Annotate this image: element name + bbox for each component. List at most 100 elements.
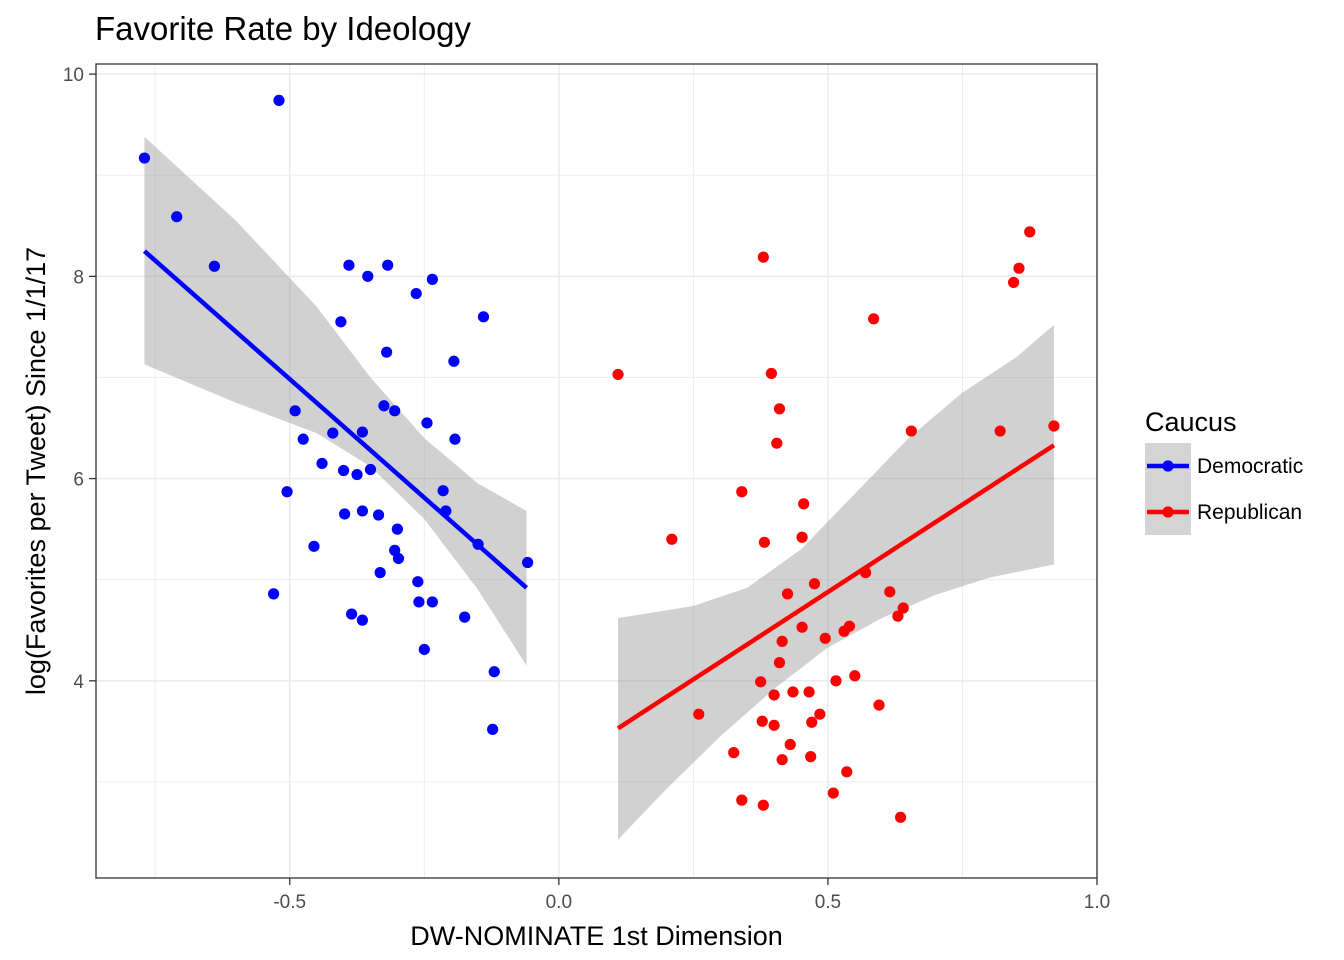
point-republican — [868, 313, 880, 325]
point-democratic — [281, 486, 293, 498]
point-republican — [814, 708, 826, 720]
point-democratic — [208, 260, 220, 272]
point-republican — [773, 657, 786, 669]
point-democratic — [374, 567, 386, 579]
y-tick-label: 6 — [73, 470, 84, 491]
point-democratic — [412, 576, 424, 588]
point-republican — [796, 531, 808, 543]
point-democratic — [364, 463, 377, 476]
point-republican — [894, 811, 907, 823]
point-democratic — [382, 259, 394, 271]
point-republican — [994, 425, 1006, 437]
point-democratic — [488, 666, 500, 678]
point-democratic — [343, 259, 355, 271]
point-democratic — [418, 643, 430, 656]
point-republican — [768, 689, 780, 701]
point-democratic — [449, 433, 461, 445]
x-tick-label: 0.5 — [815, 892, 841, 913]
point-democratic — [273, 94, 285, 107]
point-republican — [1024, 226, 1036, 238]
point-republican — [849, 670, 861, 682]
point-republican — [736, 794, 748, 806]
x-axis-title: DW-NOMINATE 1st Dimension — [410, 921, 783, 951]
y-axis-title: log(Favorites per Tweet) Since 1/1/17 — [21, 247, 51, 695]
fit-line-democratic — [142, 249, 529, 590]
x-tick-label: 1.0 — [1084, 892, 1110, 913]
point-democratic — [413, 596, 425, 608]
point-republican — [873, 699, 885, 711]
point-democratic — [356, 426, 368, 438]
point-republican — [757, 799, 769, 811]
point-democratic — [327, 427, 339, 439]
point-republican — [612, 368, 624, 381]
point-democratic — [337, 464, 350, 477]
point-democratic — [267, 588, 280, 600]
point-democratic — [308, 540, 320, 552]
point-republican — [798, 498, 810, 510]
y-tick-label: 8 — [73, 267, 84, 288]
point-democratic — [339, 508, 351, 520]
point-democratic — [426, 596, 438, 608]
point-republican — [758, 536, 771, 548]
point-republican — [1007, 276, 1020, 289]
fit-lines — [142, 249, 1056, 731]
point-republican — [736, 486, 748, 498]
fit-line-republican — [616, 443, 1056, 731]
point-republican — [905, 425, 917, 437]
point-democratic — [372, 509, 385, 521]
point-democratic — [289, 405, 301, 417]
point-democratic — [171, 211, 183, 223]
point-democratic — [421, 417, 433, 429]
panel-border — [95, 63, 1098, 879]
point-republican — [843, 620, 856, 632]
point-republican — [755, 676, 767, 688]
legend-key-point — [1162, 506, 1174, 518]
legend-label-democratic: Democratic — [1197, 455, 1303, 478]
point-democratic — [459, 611, 471, 623]
point-republican — [756, 715, 768, 727]
point-republican — [827, 787, 839, 799]
data-points — [138, 94, 1060, 823]
point-democratic — [392, 552, 405, 565]
point-republican — [728, 747, 740, 759]
point-democratic — [487, 723, 499, 735]
x-tick-label: -0.5 — [273, 892, 306, 913]
confidence-ribbons — [144, 136, 1054, 840]
chart-title: Favorite Rate by Ideology — [95, 10, 472, 47]
point-democratic — [297, 433, 309, 445]
point-republican — [765, 367, 778, 380]
point-republican — [806, 716, 818, 728]
point-republican — [784, 738, 796, 751]
point-democratic — [426, 273, 438, 285]
point-democratic — [316, 457, 328, 470]
legend-key-point — [1162, 460, 1174, 472]
legend-label-republican: Republican — [1197, 501, 1302, 524]
point-democratic — [138, 152, 151, 164]
point-republican — [803, 686, 815, 698]
y-tick-label: 4 — [73, 672, 84, 693]
point-republican — [757, 251, 769, 263]
point-republican — [805, 751, 817, 763]
point-republican — [666, 533, 678, 545]
point-republican — [1013, 262, 1025, 274]
point-democratic — [389, 405, 401, 417]
legend-title: Caucus — [1145, 407, 1237, 437]
point-republican — [781, 588, 794, 600]
point-democratic — [356, 614, 368, 626]
point-republican — [819, 632, 831, 644]
confidence-band-republican — [618, 324, 1054, 840]
point-democratic — [522, 556, 534, 569]
point-republican — [884, 586, 896, 598]
point-republican — [841, 766, 853, 778]
x-tick-label: 0.0 — [546, 892, 572, 913]
point-democratic — [362, 270, 374, 282]
point-democratic — [378, 400, 390, 412]
point-republican — [1048, 420, 1060, 432]
point-republican — [773, 403, 786, 415]
point-democratic — [437, 485, 449, 497]
axis-ticks: -0.5 0.0 0.5 1.0 4 6 8 10 — [63, 65, 1110, 913]
point-republican — [787, 686, 799, 698]
point-republican — [830, 675, 842, 687]
point-republican — [693, 708, 705, 720]
